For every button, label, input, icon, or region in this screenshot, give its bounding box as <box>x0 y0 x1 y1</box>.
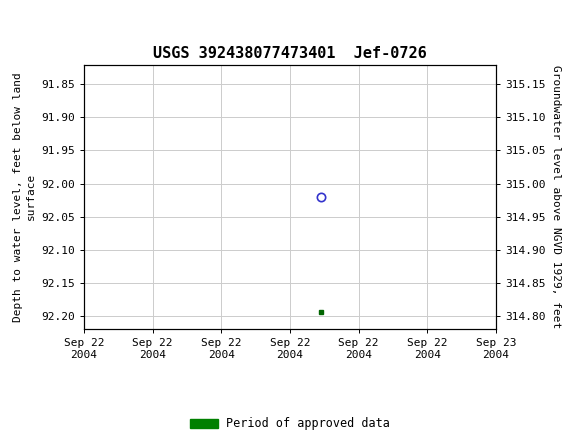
Text: USGS 392438077473401  Jef-0726: USGS 392438077473401 Jef-0726 <box>153 46 427 61</box>
Text: USGS: USGS <box>26 14 86 33</box>
Legend: Period of approved data: Period of approved data <box>185 412 395 430</box>
Y-axis label: Groundwater level above NGVD 1929, feet: Groundwater level above NGVD 1929, feet <box>551 65 561 329</box>
Y-axis label: Depth to water level, feet below land
surface: Depth to water level, feet below land su… <box>13 72 36 322</box>
